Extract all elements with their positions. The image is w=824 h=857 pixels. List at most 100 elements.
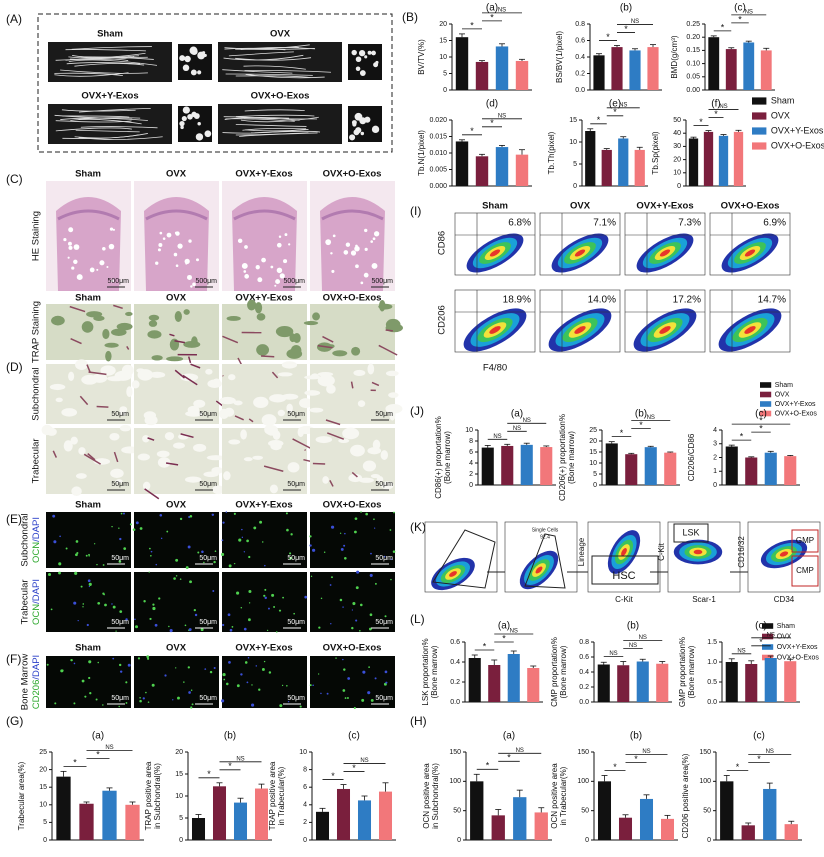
marrow-cell — [247, 299, 257, 311]
ct-image — [48, 42, 172, 82]
fluorescent-signal — [172, 699, 174, 701]
ct-blob — [349, 134, 356, 141]
density-cloud — [673, 539, 723, 565]
density-level — [489, 249, 501, 257]
fluorescent-signal — [251, 684, 253, 686]
fluorescent-signal — [168, 625, 170, 628]
trap-stain — [322, 335, 334, 343]
marrow-cell — [223, 471, 231, 481]
y-axis-label: OCN positive area — [550, 763, 559, 829]
group-label: Sham — [75, 643, 101, 654]
bar — [741, 825, 755, 840]
y-tick-label: 0.020 — [429, 117, 447, 124]
fluorescent-signal — [103, 593, 105, 596]
chart-panel-label: (c) — [734, 3, 746, 14]
marrow-cell — [228, 374, 236, 381]
significance-label: * — [502, 633, 506, 643]
marrow-cell — [272, 430, 281, 440]
he-cell — [112, 228, 115, 231]
significance-label: NS — [609, 651, 617, 657]
fluorescent-signal — [73, 702, 76, 705]
y-tick-label: 150 — [449, 749, 461, 756]
fluorescent-signal — [221, 699, 225, 703]
marrow-cell — [148, 314, 160, 321]
ct-trabecula — [235, 47, 315, 50]
fluorescent-signal — [137, 657, 141, 660]
scale-label: 50μm — [199, 619, 217, 626]
ct-blob — [354, 112, 363, 121]
marrow-cell — [111, 328, 127, 336]
bar — [718, 135, 729, 186]
he-cell — [63, 238, 67, 242]
fluorescent-signal — [125, 702, 128, 704]
significance-label: NS — [642, 749, 650, 755]
trap-stain — [52, 450, 58, 458]
scale-label: 50μm — [111, 695, 129, 702]
fluorescent-signal — [142, 697, 145, 700]
fluorescent-signal — [286, 685, 288, 687]
fluorescent-signal — [222, 521, 225, 524]
marrow-cell — [51, 315, 65, 326]
ct-trabecula — [55, 120, 132, 123]
significance-label: * — [352, 763, 356, 773]
he-cell — [355, 264, 359, 269]
fluorescent-signal — [346, 697, 349, 699]
fluorescent-signal — [268, 607, 270, 610]
fluorescent-signal — [87, 579, 91, 583]
legend-swatch — [760, 382, 772, 388]
he-cell — [261, 257, 266, 263]
legend-swatch — [752, 112, 767, 120]
fluorescent-signal — [85, 554, 88, 557]
ct-trabecula — [228, 51, 294, 57]
he-cell — [325, 239, 332, 246]
fluorescent-signal — [342, 689, 346, 692]
fluorescent-signal — [368, 666, 370, 668]
fluorescence-image — [134, 572, 219, 632]
quadrant-percent: 17.2% — [673, 295, 701, 306]
fluorescent-signal — [46, 663, 49, 666]
y-tick-label: 150 — [577, 749, 589, 756]
y-tick-label: 0.0 — [575, 87, 585, 94]
fluorescent-signal — [251, 703, 255, 707]
y-tick-label: 40 — [673, 130, 681, 137]
marrow-cell — [338, 438, 350, 444]
fluorescent-signal — [353, 706, 356, 709]
trap-stain — [79, 395, 89, 406]
fluorescent-signal — [166, 530, 169, 533]
y-tick-label: 0.010 — [429, 150, 447, 157]
legend-swatch — [760, 410, 772, 417]
y-tick-label: 3 — [713, 441, 717, 448]
he-cell — [166, 232, 172, 238]
chart-panel-label: (d) — [486, 99, 498, 110]
y-tick-label: 0.25 — [686, 21, 700, 28]
trap-stain — [83, 453, 101, 465]
quadrant-percent: 7.1% — [593, 218, 616, 229]
fluorescent-signal — [248, 618, 251, 622]
panel-label: (J) — [410, 404, 424, 418]
he-cell — [158, 243, 163, 247]
y-axis-label: BS/BV(1/pixel) — [555, 31, 564, 83]
chart-panel-label: (a) — [498, 621, 510, 632]
row-label: CD86 — [437, 231, 448, 255]
legend-swatch — [752, 142, 767, 150]
y-tick-label: 0.5 — [707, 679, 717, 686]
ct-blob — [181, 115, 187, 122]
bar — [597, 664, 610, 702]
significance-label: NS — [493, 434, 501, 440]
y-tick-label: 0.00 — [686, 87, 700, 94]
row-label: Subchondral — [20, 513, 31, 566]
y-tick-label: 6 — [469, 449, 473, 456]
ct-blob — [364, 55, 368, 59]
fluorescent-signal — [273, 605, 276, 608]
marrow-cell — [350, 444, 365, 457]
he-cell — [275, 279, 281, 285]
fluorescent-signal — [213, 560, 216, 564]
fluorescent-signal — [53, 540, 57, 544]
bar — [191, 818, 206, 840]
bar — [625, 454, 638, 485]
group-label: OVX+Y-Exos — [235, 500, 292, 511]
ct-trabecula — [62, 115, 130, 118]
y-tick-label: 20 — [673, 156, 681, 163]
y-tick-label: 100 — [577, 778, 589, 785]
ct-trabecula — [70, 118, 142, 125]
